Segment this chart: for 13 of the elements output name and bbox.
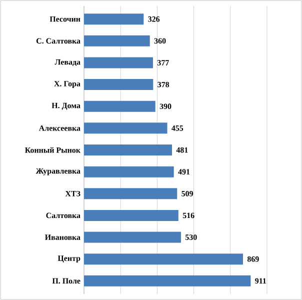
bar	[84, 144, 172, 156]
bar	[84, 57, 153, 68]
bar	[84, 254, 243, 265]
bar	[84, 232, 181, 243]
bar	[84, 100, 156, 112]
bar	[84, 79, 154, 90]
bar	[84, 188, 178, 200]
bar	[84, 35, 150, 46]
bar	[84, 210, 178, 221]
bar	[84, 14, 144, 25]
bar	[84, 166, 174, 178]
bar	[84, 122, 168, 134]
bar	[84, 275, 251, 286]
